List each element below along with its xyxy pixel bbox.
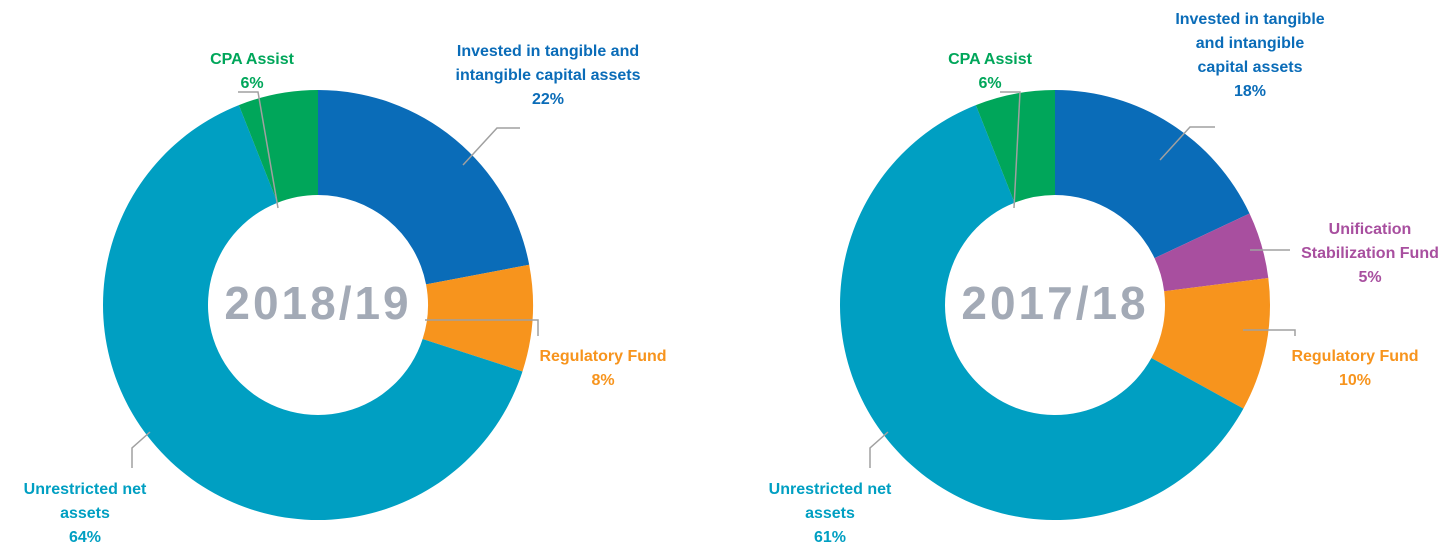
slice-percent: 8% [591, 372, 615, 389]
slice-label: Regulatory Fund 8% [523, 345, 683, 393]
leader-line [131, 431, 151, 468]
center-label: 2017/18 [961, 277, 1148, 329]
donut-slice [318, 90, 530, 285]
slice-name: Invested in tangible and intangible capi… [1175, 11, 1325, 76]
slice-label: Invested in tangible and intangible capi… [1175, 8, 1325, 104]
slice-percent: 5% [1358, 269, 1382, 286]
slice-label: Invested in tangible and intangible capi… [448, 40, 648, 112]
leader-line [425, 319, 539, 336]
slice-name: Invested in tangible and intangible capi… [455, 43, 641, 84]
slice-percent: 61% [813, 529, 847, 546]
slice-name: Regulatory Fund [539, 348, 667, 365]
donut-slice [1154, 213, 1269, 292]
slice-name: CPA Assist [210, 51, 294, 68]
slice-label: CPA Assist 6% [187, 48, 317, 96]
leader-line [238, 91, 279, 209]
leader-line [1000, 91, 1021, 209]
donut-slice [839, 105, 1244, 521]
donut-slice [1055, 90, 1250, 259]
slice-label: CPA Assist 6% [925, 48, 1055, 96]
leader-line [1243, 329, 1296, 336]
donut-slice [422, 264, 534, 372]
slice-percent: 10% [1338, 372, 1372, 389]
slice-name: Unrestricted net assets [768, 481, 892, 522]
slice-name: Unrestricted net assets [23, 481, 147, 522]
slice-percent: 18% [1233, 83, 1267, 100]
slice-label: Unrestricted net assets 64% [0, 478, 170, 550]
slice-percent: 6% [978, 75, 1002, 92]
center-label: 2018/19 [224, 277, 411, 329]
slice-percent: 6% [240, 75, 264, 92]
donut-slice [238, 90, 318, 203]
donut-slice [975, 90, 1055, 203]
slice-label: Unification Stabilization Fund 5% [1295, 218, 1445, 290]
slice-label: Regulatory Fund 10% [1275, 345, 1435, 393]
leader-line [462, 127, 520, 166]
slice-name: Regulatory Fund [1291, 348, 1419, 365]
slice-percent: 22% [531, 91, 565, 108]
slice-name: CPA Assist [948, 51, 1032, 68]
slice-percent: 64% [68, 529, 102, 546]
leader-line [869, 431, 889, 468]
slice-label: Unrestricted net assets 61% [745, 478, 915, 550]
donut-slice [103, 105, 523, 520]
donut-slice [1151, 278, 1270, 409]
leader-line [1159, 126, 1215, 161]
slice-name: Unification Stabilization Fund [1301, 221, 1439, 262]
